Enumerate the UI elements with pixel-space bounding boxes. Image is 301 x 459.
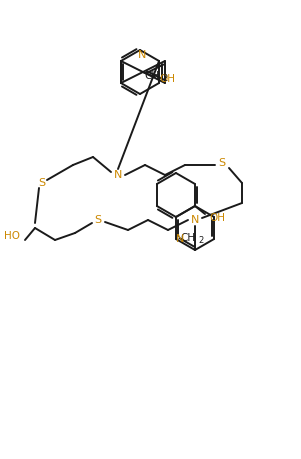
Text: N: N: [114, 170, 122, 180]
Text: N: N: [191, 215, 199, 225]
Text: 2: 2: [198, 235, 203, 245]
Text: S: S: [95, 215, 101, 225]
Text: N: N: [176, 234, 184, 244]
Text: S: S: [219, 158, 225, 168]
Text: N: N: [138, 50, 146, 60]
Text: CH: CH: [180, 233, 196, 243]
Text: OH: OH: [159, 74, 175, 84]
Text: 2: 2: [163, 73, 168, 83]
Text: OH: OH: [209, 213, 225, 223]
Text: CH: CH: [144, 71, 160, 81]
Text: S: S: [39, 178, 45, 188]
Text: HO: HO: [4, 231, 20, 241]
